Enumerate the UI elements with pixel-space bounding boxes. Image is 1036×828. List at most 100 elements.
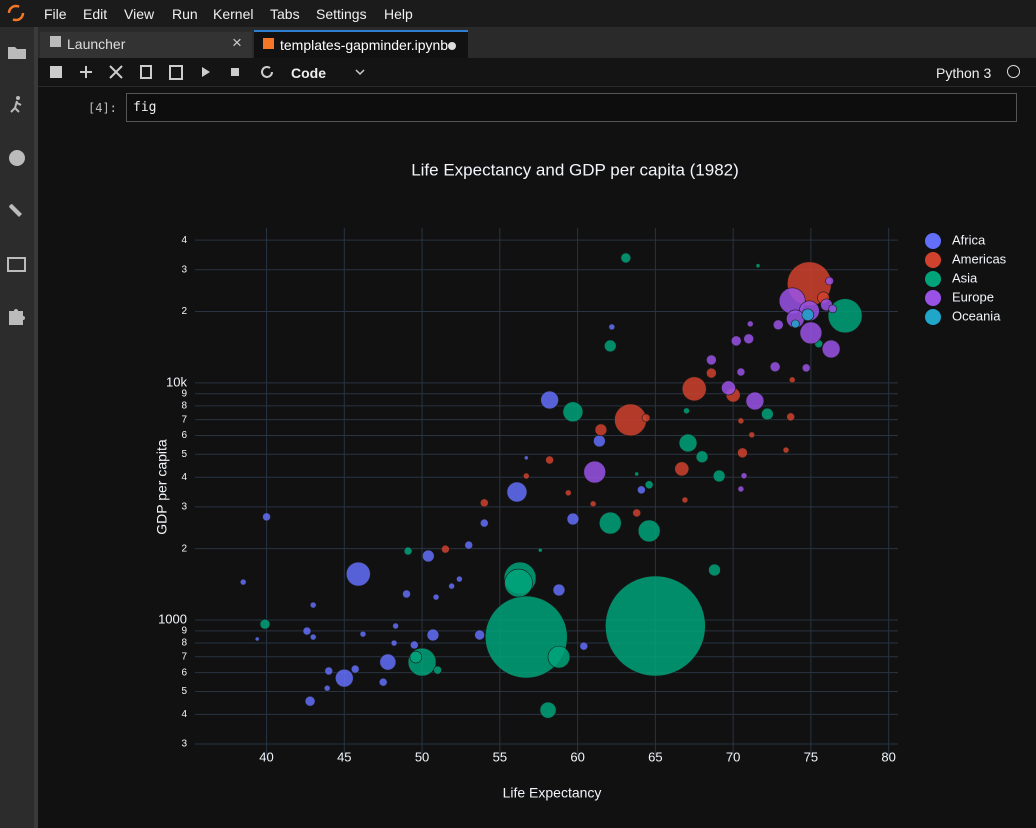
running-icon[interactable]: [16, 96, 20, 100]
bubble: [746, 320, 754, 328]
stop-button[interactable]: [231, 68, 239, 76]
menu-item[interactable]: Run: [172, 6, 198, 22]
y-tick-label: 5: [181, 449, 187, 460]
bubble: [801, 308, 815, 322]
bubble: [547, 645, 571, 669]
menu-item[interactable]: Kernel: [213, 6, 254, 22]
bubble: [593, 434, 606, 448]
bubble: [740, 472, 748, 480]
bubble: [641, 413, 651, 423]
tab-bar: Launcher × templates-gapminder.ipynb: [38, 27, 1036, 60]
bubble: [506, 481, 528, 503]
bubble: [402, 589, 411, 599]
paste-button[interactable]: [169, 65, 183, 80]
bubble: [484, 595, 568, 679]
y-tick-label: 1000: [158, 611, 187, 626]
menu-item[interactable]: Help: [384, 6, 413, 22]
legend-marker: [925, 252, 941, 268]
bubble: [304, 695, 316, 707]
close-button[interactable]: ×: [232, 33, 242, 52]
y-tick-label: 2: [181, 543, 187, 554]
bubble: [706, 367, 717, 379]
copy-button[interactable]: [140, 65, 152, 79]
restart-button[interactable]: [261, 66, 273, 78]
bubble: [745, 391, 765, 411]
legend-label: Africa: [952, 232, 986, 247]
dropdown-arrow[interactable]: [355, 69, 365, 76]
legend-label: Asia: [952, 270, 978, 285]
menu-item[interactable]: Edit: [83, 6, 108, 22]
bubble: [737, 447, 748, 459]
bubble: [539, 701, 557, 719]
y-tick-label: 8: [181, 401, 187, 412]
y-tick-label: 7: [181, 651, 187, 662]
y-tick-label: 9: [181, 626, 187, 637]
y-axis-title: GDP per capita: [154, 439, 170, 535]
bubble: [562, 401, 584, 423]
bubble: [259, 618, 271, 630]
x-tick-label: 75: [804, 749, 818, 764]
tab[interactable]: templates-gapminder.ipynb: [254, 30, 468, 60]
bubble: [523, 455, 529, 461]
bubble: [390, 639, 398, 647]
menu-item[interactable]: View: [124, 6, 155, 22]
y-tick-label: 6: [181, 430, 187, 441]
x-tick-label: 50: [415, 749, 429, 764]
cut-button[interactable]: [109, 65, 123, 79]
bubble: [379, 653, 397, 671]
bubble: [737, 417, 745, 425]
y-tick-label: 2: [181, 306, 187, 317]
x-tick-label: 60: [570, 749, 584, 764]
bubble: [604, 339, 617, 353]
extension-icon[interactable]: [9, 309, 25, 325]
code-cell[interactable]: fig: [126, 93, 1017, 122]
bubble: [748, 431, 756, 439]
chart-title: Life Expectancy and GDP per capita (1982…: [411, 160, 739, 179]
bubble: [695, 450, 709, 464]
bubble: [825, 276, 834, 286]
bubble: [309, 601, 317, 609]
bubble: [681, 376, 707, 402]
bubble: [359, 630, 367, 638]
menu-item[interactable]: Settings: [316, 6, 367, 22]
legend-label: Europe: [952, 289, 994, 304]
bubble: [637, 519, 661, 543]
y-tick-label: 10k: [166, 374, 187, 389]
bubble: [441, 544, 450, 554]
y-tick-label: 4: [181, 709, 187, 720]
y-tick-label: 9: [181, 388, 187, 399]
bubble: [456, 575, 463, 583]
legend-label: Oceania: [952, 308, 1001, 323]
x-tick-label: 40: [259, 749, 273, 764]
bubble: [828, 304, 837, 314]
menu-item[interactable]: File: [44, 6, 67, 22]
tools-icon[interactable]: [9, 204, 22, 217]
bubble: [302, 626, 312, 636]
bubble: [788, 376, 796, 384]
bubble: [403, 546, 413, 556]
bubble: [821, 339, 841, 359]
insert-button[interactable]: [80, 66, 92, 78]
bubble: [504, 568, 533, 598]
run-button[interactable]: [202, 67, 210, 77]
bubble: [323, 684, 331, 692]
x-tick-label: 65: [648, 749, 662, 764]
kernel-name[interactable]: Python 3: [936, 65, 992, 81]
save-button[interactable]: [50, 66, 62, 78]
y-tick-label: 7: [181, 414, 187, 425]
toolbar-icons: [50, 65, 365, 80]
bubble: [426, 628, 440, 642]
bubble: [681, 496, 689, 504]
cell-type[interactable]: Code: [291, 65, 326, 81]
tabs-icon[interactable]: [7, 257, 26, 272]
bubble: [786, 412, 795, 422]
menu-bar: File Edit View Run Kernel Tabs Settings …: [0, 0, 1036, 28]
palette-icon[interactable]: [9, 150, 25, 166]
bubble: [583, 460, 606, 484]
bubble: [769, 361, 781, 373]
bubble: [589, 500, 597, 508]
files-icon[interactable]: [8, 47, 26, 59]
menu-item[interactable]: Tabs: [270, 6, 300, 22]
tab[interactable]: Launcher ×: [40, 32, 252, 58]
x-axis-title: Life Expectancy: [503, 785, 602, 801]
